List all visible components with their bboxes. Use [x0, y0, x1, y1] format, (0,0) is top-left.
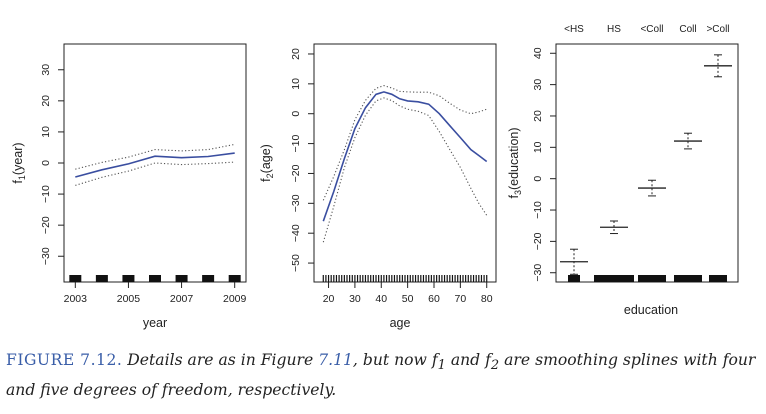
- y-tick-label: −10: [290, 135, 302, 153]
- rug-mark: [674, 275, 702, 282]
- y-axis-label: f2(age): [259, 144, 275, 182]
- plot-frame: [313, 43, 497, 283]
- series-lower-line: [75, 161, 235, 186]
- x-tick-label: 60: [428, 293, 440, 305]
- rug-mark: [594, 275, 634, 282]
- x-tick-label: 2005: [117, 293, 141, 305]
- x-axis-label: year: [143, 316, 167, 330]
- series-fit-line: [75, 152, 235, 178]
- rug-mark: [568, 275, 580, 282]
- x-tick-label: 20: [323, 293, 335, 305]
- y-tick-label: −30: [532, 264, 544, 282]
- y-axis-label: f1(year): [11, 142, 27, 183]
- x-tick-label: 50: [402, 293, 414, 305]
- series-upper-line: [322, 85, 487, 201]
- series-lower-line: [322, 97, 488, 243]
- y-tick-label: 0: [290, 111, 302, 117]
- panel-education: <HS HS <Coll Coll >Coll −30 −20 −10 0 10 20 30 40 edu…: [507, 24, 739, 317]
- y-tick-label: 20: [290, 48, 302, 60]
- rug-mark: [69, 275, 82, 282]
- caption-sub-1: 1: [437, 358, 446, 374]
- y-tick-label: 10: [532, 141, 544, 153]
- y-axis-label-f: f: [507, 195, 521, 199]
- category-label: Coll: [679, 24, 696, 35]
- panel-year: −30 −20 −10 0 10 20 30 2003 2005 2007 2009 year f1(y…: [11, 43, 247, 330]
- y-axis-label-f: f: [11, 180, 25, 184]
- y-tick-label: −20: [40, 216, 52, 234]
- y-tick-label: 30: [40, 64, 52, 76]
- caption-text-4: are smoothing splines with four and five…: [6, 351, 756, 400]
- x-tick-label: 2003: [64, 293, 88, 305]
- rug-mark: [638, 275, 666, 282]
- y-tick-label: 30: [532, 79, 544, 91]
- y-tick-label: 20: [532, 110, 544, 122]
- caption-figure-ref[interactable]: 7.11: [318, 351, 353, 369]
- y-axis-label-rest: (age): [259, 144, 273, 173]
- caption-text-3: and f: [445, 351, 491, 369]
- series-upper-line: [75, 143, 235, 170]
- y-tick-label: −50: [290, 254, 302, 272]
- caption-label: FIGURE 7.12.: [6, 351, 123, 369]
- y-tick-label: −10: [532, 201, 544, 219]
- rug-mark: [709, 275, 727, 282]
- figure-caption: FIGURE 7.12. Details are as in Figure 7.…: [6, 348, 760, 402]
- y-tick-label: −20: [532, 232, 544, 250]
- y-tick-label: 40: [532, 47, 544, 59]
- rug-mark: [122, 275, 135, 282]
- series-fit-line: [322, 91, 488, 222]
- y-tick-label: −20: [290, 164, 302, 182]
- panel-age: −50 −40 −30 −20 −10 0 10 20 20 30 40 50 60 70 80 age f2(…: [259, 43, 497, 330]
- y-tick-label: 0: [532, 176, 544, 182]
- rug-mark: [228, 275, 241, 282]
- rug-mark: [149, 275, 161, 282]
- y-axis-label-sub: 1: [17, 175, 27, 180]
- y-axis-label-sub: 3: [513, 190, 523, 195]
- y-tick-label: −30: [40, 247, 52, 265]
- caption-sub-2: 2: [490, 358, 500, 374]
- y-tick-label: −40: [290, 224, 302, 242]
- x-tick-label: 80: [481, 293, 493, 305]
- x-tick-label: 30: [349, 293, 361, 305]
- plot-frame: [555, 43, 739, 283]
- y-tick-label: 10: [40, 126, 52, 138]
- y-tick-label: −30: [290, 194, 302, 212]
- y-axis-label-rest: (year): [11, 142, 25, 175]
- x-tick-label: 2009: [223, 293, 247, 305]
- x-tick-label: 70: [455, 293, 467, 305]
- category-label: <Coll: [640, 24, 663, 35]
- y-tick-label: 0: [40, 160, 52, 166]
- y-tick-label: 20: [40, 95, 52, 107]
- x-axis-label: age: [390, 316, 411, 330]
- rug-mark: [95, 275, 108, 282]
- category-label: >Coll: [706, 24, 729, 35]
- x-tick-label: 2007: [170, 293, 194, 305]
- x-axis-label: education: [624, 303, 678, 317]
- caption-text-1: Details are as in Figure: [122, 351, 319, 369]
- caption-text-2: , but now f: [352, 351, 438, 369]
- rug-mark: [202, 275, 215, 282]
- y-axis-label-sub: 2: [265, 173, 275, 178]
- y-axis-label-rest: (education): [507, 127, 521, 190]
- rug-mark: [175, 275, 188, 282]
- category-label: <HS: [564, 24, 584, 35]
- y-tick-label: −10: [40, 185, 52, 203]
- category-label: HS: [607, 24, 621, 35]
- x-tick-label: 40: [375, 293, 387, 305]
- y-axis-label-f: f: [259, 178, 273, 182]
- y-axis-label: f3(education): [507, 127, 523, 198]
- y-tick-label: 10: [290, 78, 302, 90]
